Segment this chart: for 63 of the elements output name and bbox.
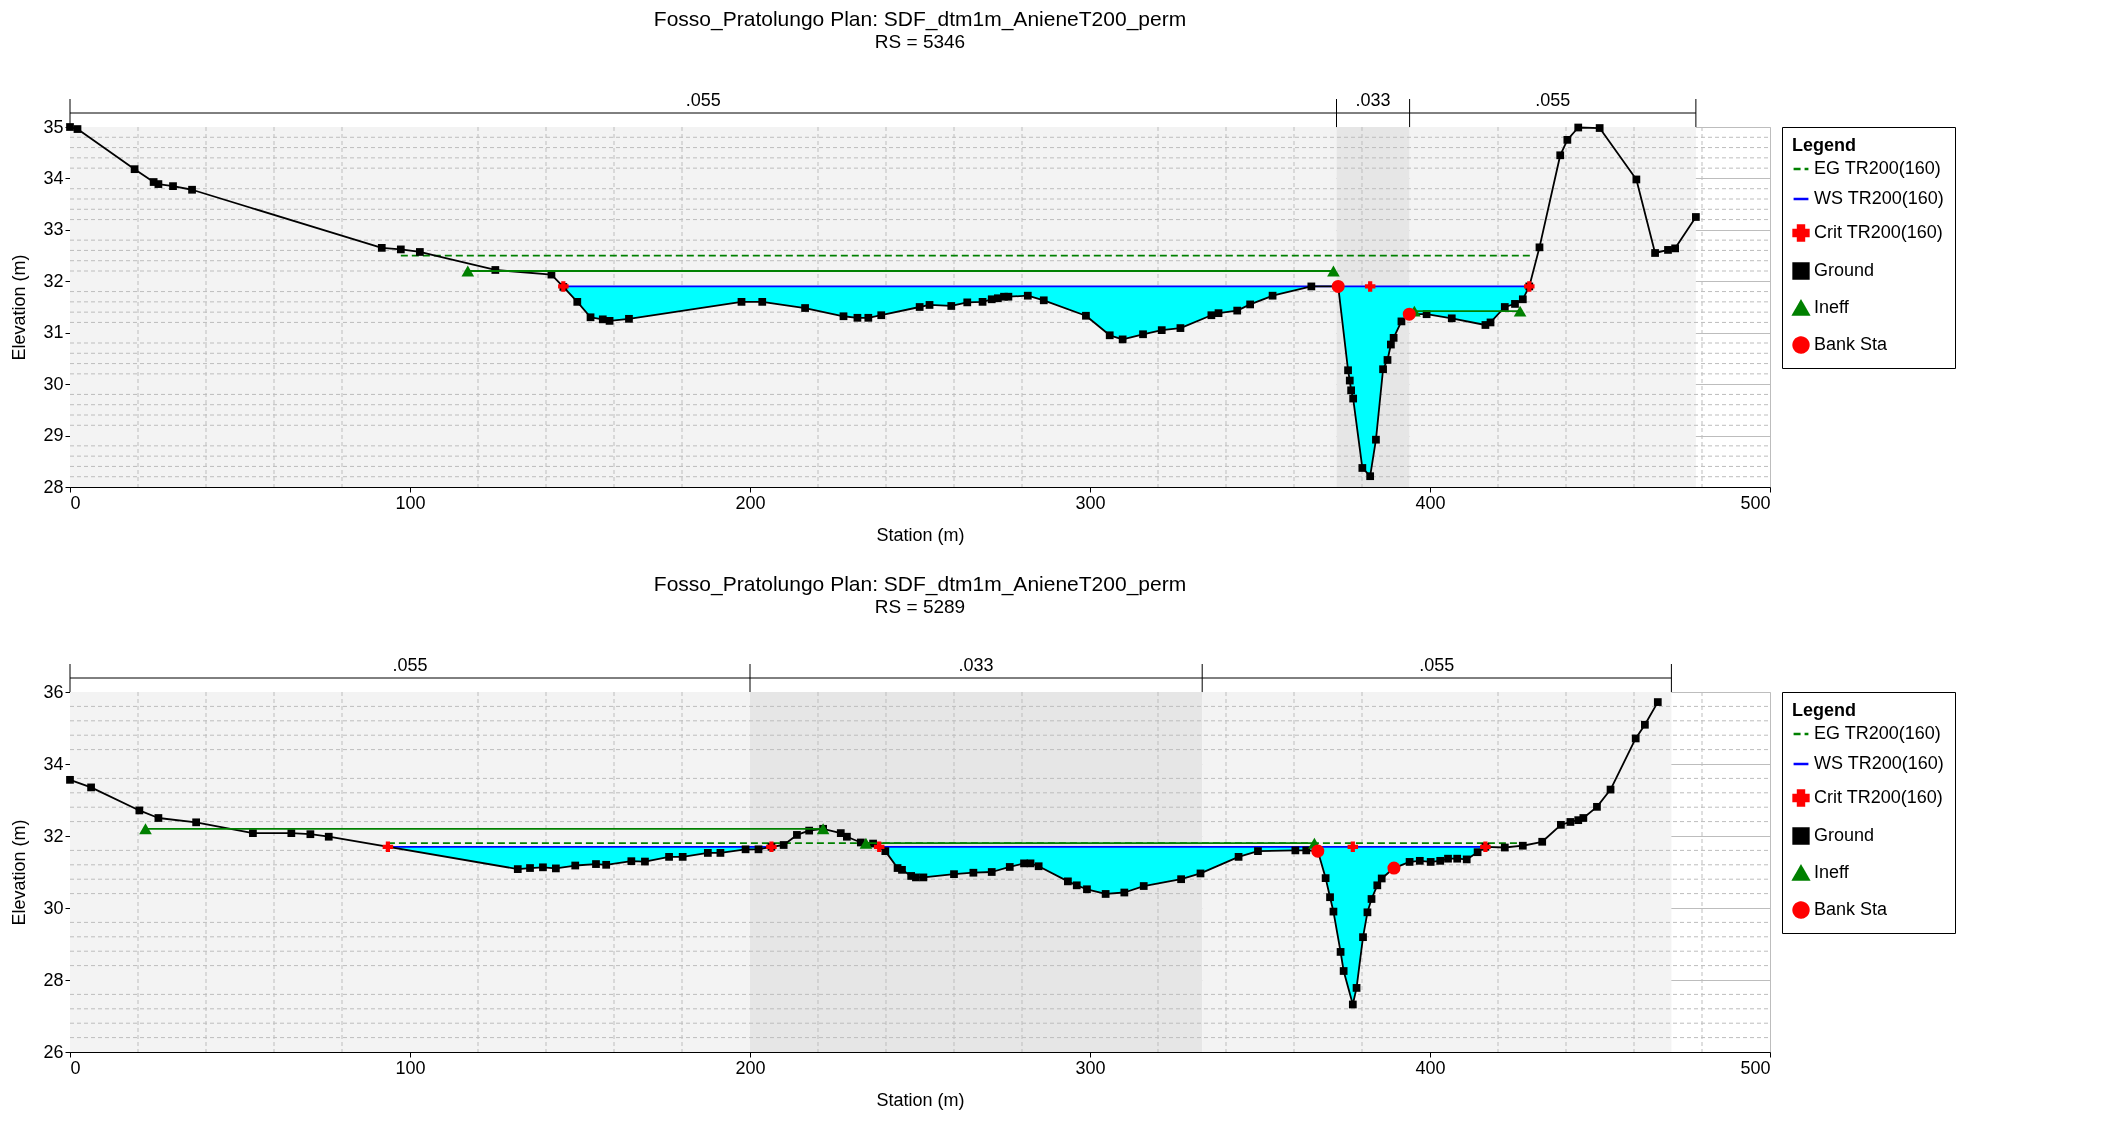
x-tick-label: 100 xyxy=(395,1057,426,1078)
point xyxy=(873,841,885,853)
x-tick-label: 300 xyxy=(1075,492,1106,513)
y-tick-label: 29 xyxy=(43,425,64,446)
y-axis-title: Elevation (m) xyxy=(9,254,30,361)
x-tick-label: 100 xyxy=(395,492,426,513)
band-label: .033 xyxy=(958,655,994,675)
point xyxy=(1513,305,1527,317)
y-tick-label: 30 xyxy=(43,897,64,918)
chart-subtitle: RS = 5289 xyxy=(874,596,966,617)
legend-label: Ground xyxy=(1814,825,1875,845)
x-tick-label: 200 xyxy=(735,1057,766,1078)
y-axis-title: Elevation (m) xyxy=(9,819,30,926)
legend-label: Bank Sta xyxy=(1814,899,1889,919)
legend-label: Crit TR200(160) xyxy=(1814,222,1943,242)
x-tick-label: 200 xyxy=(735,492,766,513)
band-label: .033 xyxy=(1355,90,1391,110)
x-tick-label: 400 xyxy=(1415,1057,1446,1078)
x-tick-label: 300 xyxy=(1075,1057,1106,1078)
legend-label: Bank Sta xyxy=(1814,334,1889,354)
x-axis-title: Station (m) xyxy=(876,524,965,545)
point xyxy=(461,265,475,277)
point xyxy=(859,837,873,849)
y-tick-label: 34 xyxy=(43,167,64,188)
point xyxy=(139,823,152,835)
x-tick-label: 500 xyxy=(1740,1057,1771,1078)
x-tick-label: 0 xyxy=(70,1057,81,1078)
x-tick-label: 500 xyxy=(1740,492,1771,513)
x-axis-title: Station (m) xyxy=(876,1089,965,1110)
chart-subtitle: RS = 5346 xyxy=(874,31,966,52)
y-tick-label: 26 xyxy=(43,1041,64,1062)
legend-label: EG TR200(160) xyxy=(1814,158,1941,178)
x-tick-label: 400 xyxy=(1415,492,1446,513)
legend-label: WS TR200(160) xyxy=(1814,753,1944,773)
legend-label: Ground xyxy=(1814,260,1875,280)
legend-label: Crit TR200(160) xyxy=(1814,787,1943,807)
y-tick-label: 33 xyxy=(43,219,64,240)
legend-label: Ineff xyxy=(1814,862,1850,882)
legend-title: Legend xyxy=(1792,135,1857,155)
point xyxy=(1364,281,1376,292)
point xyxy=(1347,841,1359,853)
y-tick-label: 28 xyxy=(43,476,64,497)
y-tick-label: 35 xyxy=(43,116,64,137)
legend-title: Legend xyxy=(1792,700,1857,720)
chart-title: Fosso_Pratolungo Plan: SDF_dtm1m_AnieneT200_perm xyxy=(653,7,1187,31)
band-label: .055 xyxy=(392,655,428,675)
y-tick-label: 31 xyxy=(43,322,64,343)
y-tick-label: 36 xyxy=(43,681,64,702)
legend-label: WS TR200(160) xyxy=(1814,188,1944,208)
band-label: .055 xyxy=(685,90,721,110)
point xyxy=(1327,265,1340,277)
y-tick-label: 32 xyxy=(43,825,64,846)
y-tick-label: 28 xyxy=(43,969,64,990)
y-tick-label: 32 xyxy=(43,270,64,291)
x-tick-label: 0 xyxy=(70,492,81,513)
legend-label: EG TR200(160) xyxy=(1814,723,1941,743)
chart-title: Fosso_Pratolungo Plan: SDF_dtm1m_AnieneT200_perm xyxy=(653,572,1187,596)
point xyxy=(382,841,394,853)
y-tick-label: 34 xyxy=(43,753,64,774)
band-label: .055 xyxy=(1535,90,1571,110)
band-label: .055 xyxy=(1419,655,1455,675)
legend-label: Ineff xyxy=(1814,297,1850,317)
y-tick-label: 30 xyxy=(43,373,64,394)
